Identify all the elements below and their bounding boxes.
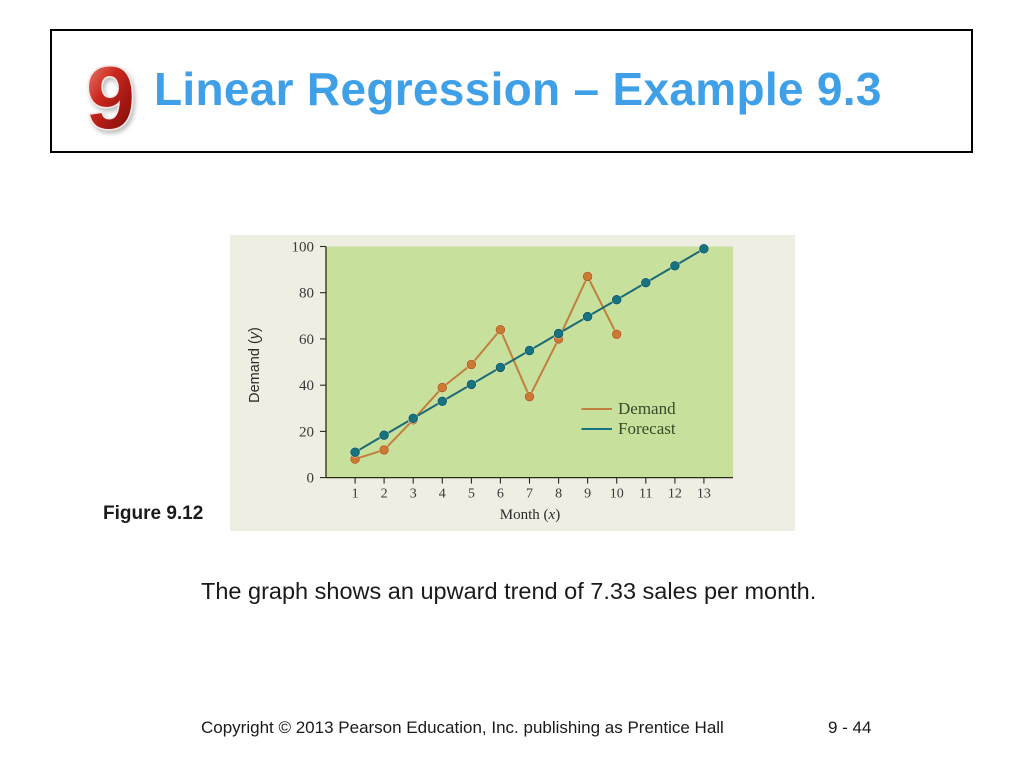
svg-text:6: 6 xyxy=(497,487,504,502)
svg-text:4: 4 xyxy=(439,487,446,502)
svg-text:7: 7 xyxy=(526,487,533,502)
svg-text:80: 80 xyxy=(299,286,314,302)
svg-text:11: 11 xyxy=(639,487,652,502)
svg-text:12: 12 xyxy=(668,487,682,502)
svg-text:10: 10 xyxy=(610,487,624,502)
svg-text:3: 3 xyxy=(410,487,417,502)
svg-text:8: 8 xyxy=(555,487,562,502)
svg-text:Month (x): Month (x) xyxy=(500,507,560,523)
svg-text:5: 5 xyxy=(468,487,475,502)
svg-text:13: 13 xyxy=(697,487,711,502)
svg-text:9: 9 xyxy=(584,487,591,502)
svg-text:Forecast: Forecast xyxy=(618,419,676,438)
svg-text:20: 20 xyxy=(299,424,314,440)
svg-text:1: 1 xyxy=(352,487,359,502)
svg-text:Demand: Demand xyxy=(618,399,676,418)
svg-text:2: 2 xyxy=(381,487,388,502)
svg-text:9: 9 xyxy=(86,54,135,147)
svg-text:60: 60 xyxy=(299,332,314,348)
svg-text:40: 40 xyxy=(299,378,314,394)
svg-text:0: 0 xyxy=(307,471,315,487)
svg-text:Demand (y): Demand (y) xyxy=(247,327,263,403)
svg-text:100: 100 xyxy=(292,240,315,256)
